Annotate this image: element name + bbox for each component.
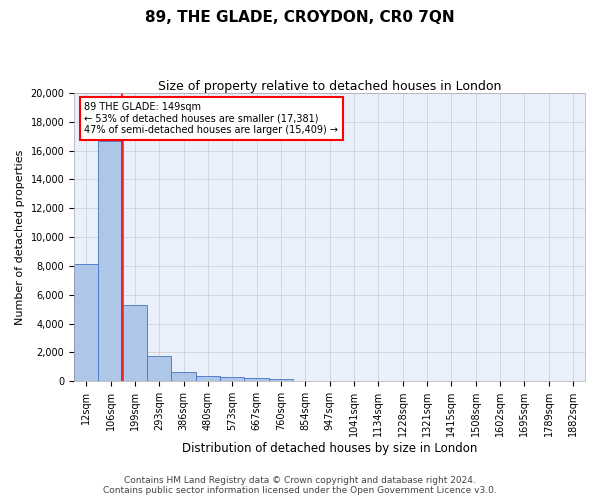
Title: Size of property relative to detached houses in London: Size of property relative to detached ho… [158,80,501,93]
Bar [269,379,293,381]
Text: 89 THE GLADE: 149sqm
← 53% of detached houses are smaller (17,381)
47% of semi-d: 89 THE GLADE: 149sqm ← 53% of detached h… [85,102,338,135]
Text: 89, THE GLADE, CROYDON, CR0 7QN: 89, THE GLADE, CROYDON, CR0 7QN [145,10,455,25]
Bar [220,378,244,381]
X-axis label: Distribution of detached houses by size in London: Distribution of detached houses by size … [182,442,477,455]
Bar [244,378,269,381]
Bar [172,372,196,381]
Bar [123,305,147,381]
Text: Contains HM Land Registry data © Crown copyright and database right 2024.
Contai: Contains HM Land Registry data © Crown c… [103,476,497,495]
Bar [74,264,98,381]
Y-axis label: Number of detached properties: Number of detached properties [15,150,25,325]
Bar [147,356,172,381]
Bar [98,142,123,381]
Bar [196,376,220,381]
